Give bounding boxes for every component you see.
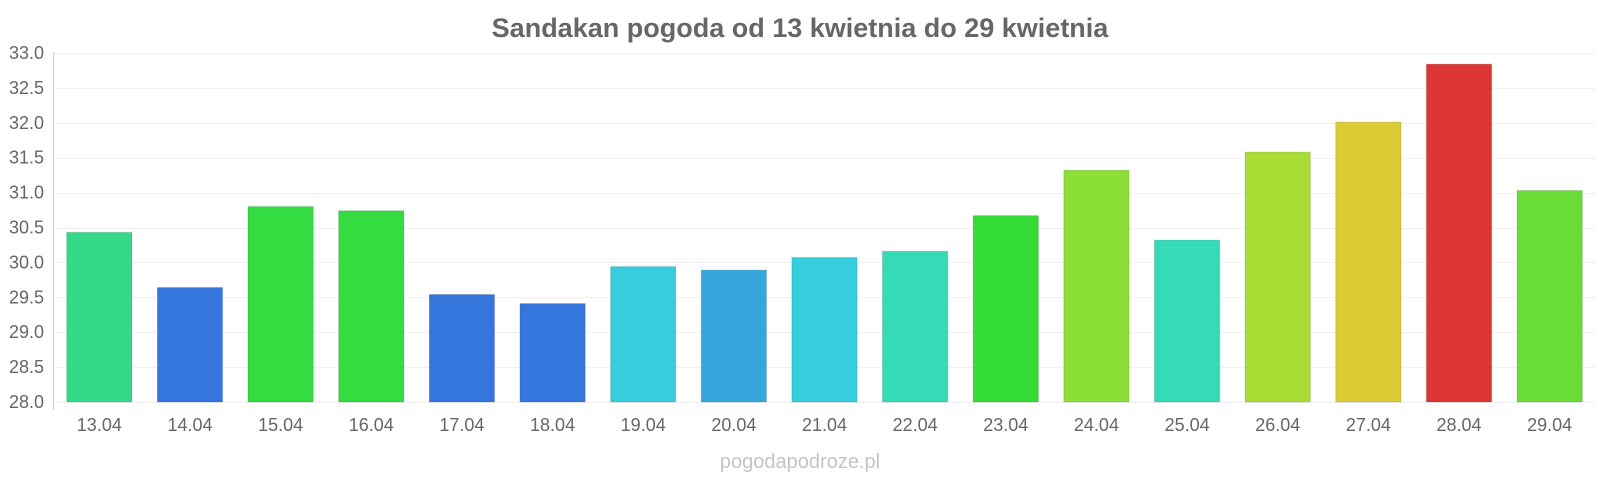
x-tick-label: 16.04 (349, 415, 394, 435)
x-tick-label: 13.04 (77, 415, 122, 435)
x-tick-label: 25.04 (1165, 415, 1210, 435)
y-axis-ticks: 28.0 28.5 29.0 29.5 30.0 30.5 31.0 31.5 32.0 32.5… (9, 43, 44, 412)
bar-22.04[interactable] (882, 250, 949, 403)
x-tick-label: 22.04 (893, 415, 938, 435)
x-tick-label: 29.04 (1527, 415, 1572, 435)
y-tick-label: 30.0 (9, 252, 44, 272)
bar-26.04[interactable] (1244, 151, 1311, 403)
x-tick-label: 26.04 (1255, 415, 1300, 435)
y-tick-label: 31.0 (9, 183, 44, 203)
x-tick-label: 19.04 (621, 415, 666, 435)
x-tick-label: 27.04 (1346, 415, 1391, 435)
y-tick-label: 29.0 (9, 322, 44, 342)
x-axis-ticks: 13.04 14.04 15.04 16.04 17.04 18.04 19.04 20.04… (77, 415, 1572, 435)
bars (66, 63, 1583, 403)
y-tick-label: 32.5 (9, 78, 44, 98)
bar-23.04[interactable] (972, 215, 1039, 403)
y-tick-label: 29.5 (9, 287, 44, 307)
watermark: pogodapodroze.pl (720, 451, 880, 473)
y-tick-label: 28.0 (9, 392, 44, 412)
bar-15.04[interactable] (247, 206, 314, 403)
bar-16.04[interactable] (338, 210, 405, 403)
bar-17.04[interactable] (428, 294, 496, 403)
bar-25.04[interactable] (1153, 239, 1221, 403)
bar-20.04[interactable] (700, 269, 767, 403)
x-tick-label: 14.04 (167, 415, 212, 435)
x-tick-label: 17.04 (439, 415, 484, 435)
bar-13.04[interactable] (66, 231, 133, 403)
y-tick-label: 31.5 (9, 148, 44, 168)
y-tick-label: 30.5 (9, 218, 44, 238)
x-tick-label: 23.04 (983, 415, 1028, 435)
y-tick-label: 32.0 (9, 113, 44, 133)
y-tick-label: 33.0 (9, 43, 44, 63)
x-tick-label: 15.04 (258, 415, 303, 435)
bar-28.04[interactable] (1425, 63, 1493, 403)
x-tick-label: 24.04 (1074, 415, 1119, 435)
bar-29.04[interactable] (1516, 190, 1583, 403)
bar-21.04[interactable] (791, 257, 858, 403)
x-tick-label: 18.04 (530, 415, 575, 435)
y-tick-label: 28.5 (9, 357, 44, 377)
bar-14.04[interactable] (156, 287, 224, 403)
bar-27.04[interactable] (1335, 121, 1402, 403)
x-tick-label: 20.04 (711, 415, 756, 435)
x-tick-label: 28.04 (1437, 415, 1482, 435)
bar-24.04[interactable] (1063, 169, 1130, 403)
chart-title: Sandakan pogoda od 13 kwietnia do 29 kwi… (492, 13, 1110, 43)
x-tick-label: 21.04 (802, 415, 847, 435)
bar-18.04[interactable] (519, 303, 586, 403)
bar-19.04[interactable] (610, 266, 677, 403)
